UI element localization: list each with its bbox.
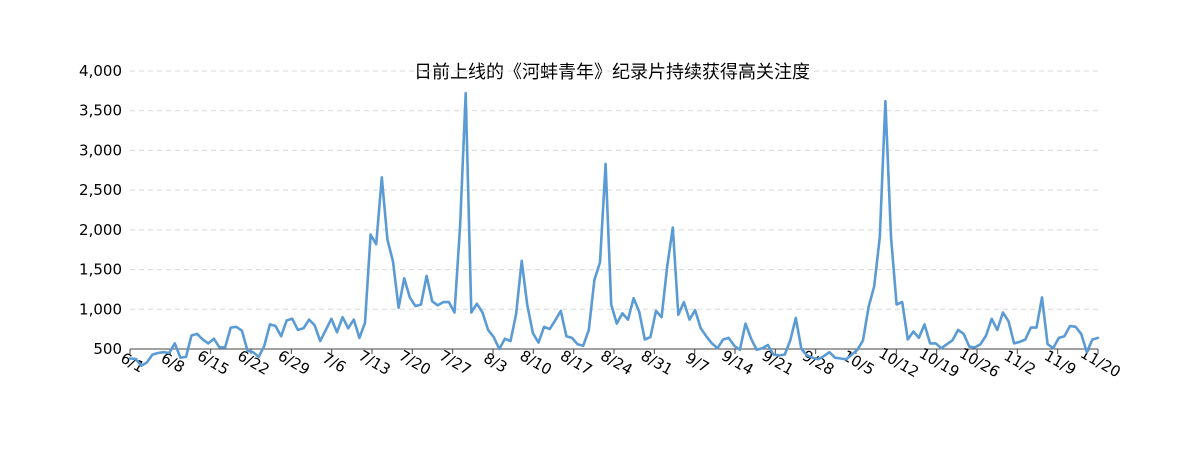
- y-tick-label: 1,000: [79, 300, 122, 318]
- x-tick-label: 7/20: [396, 346, 434, 378]
- x-axis-tick-labels: 6/1 6/8 6/15 6/22 6/29 7/6 7/13 7/20 7/27 8/3 8/10…: [118, 344, 1124, 381]
- x-tick-label: 9/21: [759, 346, 797, 378]
- y-tick-label: 4,000: [79, 62, 122, 80]
- chart-title: 日前上线的《河蚌青年》纪录片持续获得高关注度: [414, 62, 810, 83]
- x-tick-label: 7/6: [319, 349, 349, 377]
- y-tick-label: 2,000: [79, 221, 122, 239]
- x-tick-label: 8/17: [557, 346, 595, 378]
- y-axis-tick-labels: 500 1,000 1,500 2,000 2,500 3,000 3,500 4,000: [79, 62, 122, 358]
- x-tick-label: 8/3: [481, 349, 511, 377]
- x-tick-label: 10/19: [916, 344, 962, 381]
- x-tick-label: 10/5: [839, 346, 877, 378]
- series-line-1: [128, 91, 1100, 368]
- x-tick-label: 11/20: [1077, 344, 1123, 381]
- y-tick-label: 500: [93, 340, 122, 358]
- x-tick-label: 9/14: [718, 346, 756, 378]
- x-tick-label: 8/10: [517, 346, 555, 378]
- grid-lines: [130, 70, 1098, 310]
- x-tick-label: 8/24: [597, 346, 635, 378]
- x-tick-label: 8/31: [638, 346, 676, 378]
- x-tick-label: 10/26: [956, 344, 1002, 381]
- x-tick-label: 10/12: [876, 344, 922, 381]
- y-tick-label: 2,500: [79, 181, 122, 199]
- x-tick-label: 11/2: [1001, 346, 1039, 378]
- x-tick-label: 7/13: [355, 346, 393, 378]
- x-tick-label: 11/9: [1041, 346, 1079, 378]
- x-tick-label: 6/29: [275, 346, 313, 378]
- series-group: [128, 91, 1100, 368]
- y-tick-label: 3,500: [79, 102, 122, 120]
- y-tick-label: 3,000: [79, 141, 122, 159]
- x-tick-label: 6/15: [194, 346, 232, 378]
- x-tick-label: 6/1: [118, 349, 148, 377]
- x-tick-label: 7/27: [436, 346, 474, 378]
- x-tick-label: 9/7: [682, 349, 712, 377]
- y-tick-label: 1,500: [79, 261, 122, 279]
